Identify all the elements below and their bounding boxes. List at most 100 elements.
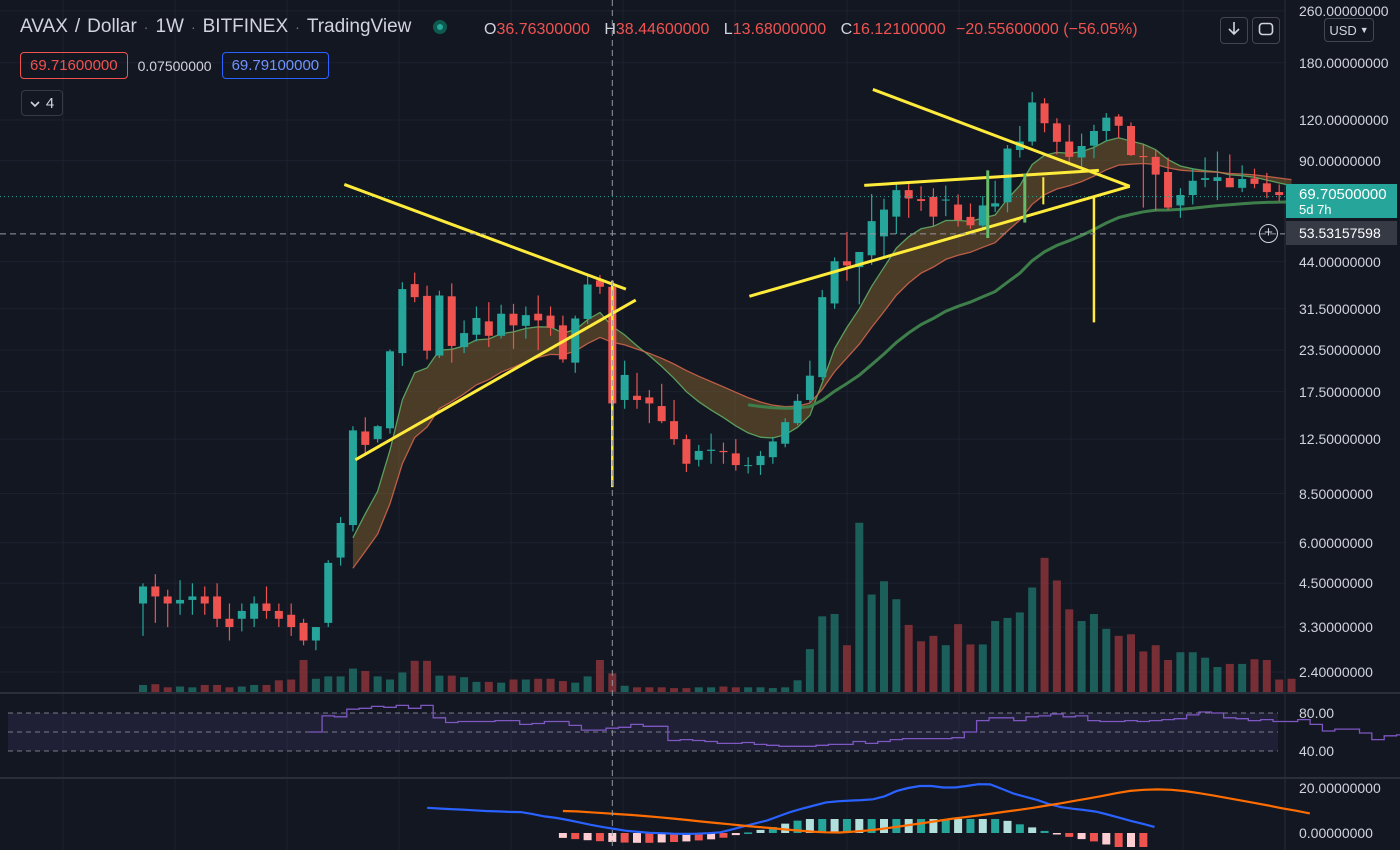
candle-body — [311, 627, 320, 641]
volume-bar — [1052, 580, 1061, 692]
macd-histogram-bar — [1065, 833, 1074, 837]
volume-bar — [435, 675, 444, 692]
volume-bar — [509, 679, 518, 692]
candle-body — [633, 395, 641, 400]
symbol-header[interactable]: AVAX / Dollar · 1W · BITFINEX · TradingV… — [20, 16, 465, 38]
fullscreen-button[interactable] — [1252, 17, 1280, 44]
volume-bar — [991, 621, 1000, 692]
volume-bar — [348, 668, 357, 692]
candle-body — [1188, 180, 1197, 196]
high-value: 38.44600000 — [615, 21, 710, 38]
open-label: O — [484, 21, 497, 38]
macd-histogram-bar — [805, 819, 814, 833]
macd-histogram-bar — [867, 819, 876, 833]
volume-bar — [497, 682, 506, 692]
candle-body — [707, 449, 716, 451]
volume-bar — [484, 681, 493, 692]
volume-bar — [645, 687, 654, 692]
buy-button[interactable]: 69.79100000 — [221, 52, 330, 79]
candle-body — [1151, 156, 1160, 175]
volume-bar — [954, 624, 963, 692]
volume-bar — [1015, 612, 1024, 692]
candle-body — [880, 209, 888, 237]
platform-label: TradingView — [306, 16, 412, 37]
close-value: 16.12100000 — [852, 21, 946, 38]
macd-histogram-bar — [1015, 824, 1024, 833]
candle-body — [719, 450, 728, 453]
plus-icon[interactable]: + — [1259, 224, 1278, 243]
volume-bar — [1065, 609, 1074, 692]
volume-bar — [892, 599, 901, 692]
rsi-pane — [8, 704, 1400, 752]
volume-bar — [694, 687, 703, 692]
candle-body — [966, 216, 975, 226]
crosshair — [0, 0, 1285, 850]
close-label: C — [840, 21, 853, 38]
macd-histogram-bar — [1139, 833, 1148, 847]
volume-bar — [287, 679, 296, 692]
volume-bar — [830, 614, 839, 692]
volume-bar — [941, 645, 950, 692]
macd-histogram-bar — [595, 833, 604, 842]
candle-body — [1225, 177, 1234, 188]
volume-bar — [336, 676, 345, 692]
volume-bar — [978, 644, 987, 692]
ohlc-legend: O36.76300000 H38.44600000 L13.68000000 C… — [484, 21, 1138, 39]
candle-body — [237, 610, 246, 619]
volume-bar — [768, 688, 777, 692]
volume-bar — [1164, 660, 1173, 692]
trendline-ascending — [354, 298, 637, 462]
volume-bar — [398, 672, 407, 692]
volume-bar — [1139, 651, 1148, 692]
symbol-name: AVAX — [20, 16, 68, 37]
candle-body — [1275, 192, 1284, 196]
candle-body — [1089, 131, 1098, 146]
volume-bar — [1127, 634, 1135, 692]
volume-bar — [546, 678, 555, 692]
candle-body — [274, 610, 283, 619]
volume-bar — [386, 679, 394, 692]
macd-histogram-bar — [744, 832, 753, 834]
volume-bar — [373, 676, 382, 692]
macd-histogram-bar — [731, 833, 740, 836]
currency-select[interactable]: USD ▼ — [1324, 18, 1374, 42]
macd-histogram-bar — [1028, 827, 1037, 833]
candle-body — [620, 374, 629, 400]
candle-body — [250, 603, 259, 619]
candle-body — [361, 431, 370, 445]
chevron-down-icon: ▼ — [1359, 25, 1369, 35]
candle-body — [497, 313, 506, 336]
candle-body — [336, 522, 345, 558]
macd-histogram-bar — [620, 833, 629, 843]
indicators-count: 4 — [45, 94, 55, 112]
separator-dot: · — [295, 19, 300, 35]
volume-bar — [805, 649, 814, 692]
spread-value: 0.07500000 — [137, 57, 212, 74]
candle-body — [670, 421, 679, 440]
download-button[interactable] — [1220, 17, 1248, 44]
candle-body — [595, 280, 604, 287]
macd-histogram-bar — [880, 819, 888, 833]
volume-bar — [558, 681, 567, 692]
indicators-toggle-button[interactable]: 4 — [21, 90, 63, 116]
candle-body — [423, 295, 432, 351]
volume-bar — [966, 644, 975, 692]
candle-body — [1102, 117, 1111, 132]
candle-body — [287, 614, 296, 628]
candle-body — [1028, 102, 1037, 142]
macd-histogram-bar — [855, 819, 864, 833]
candle-body — [904, 190, 913, 199]
sell-button[interactable]: 69.71600000 — [20, 52, 128, 79]
candle-body — [855, 251, 864, 268]
candle-body — [1238, 178, 1247, 188]
macd-histogram-bar — [694, 833, 703, 841]
volume-bar — [620, 685, 629, 692]
volume-bar — [793, 680, 802, 692]
macd-histogram-bar — [929, 819, 938, 833]
volume-bar — [1176, 652, 1185, 692]
candle-body — [262, 603, 271, 611]
volume-bar — [781, 687, 790, 692]
volume-bar — [213, 684, 222, 692]
interval-label[interactable]: 1W — [155, 16, 184, 37]
